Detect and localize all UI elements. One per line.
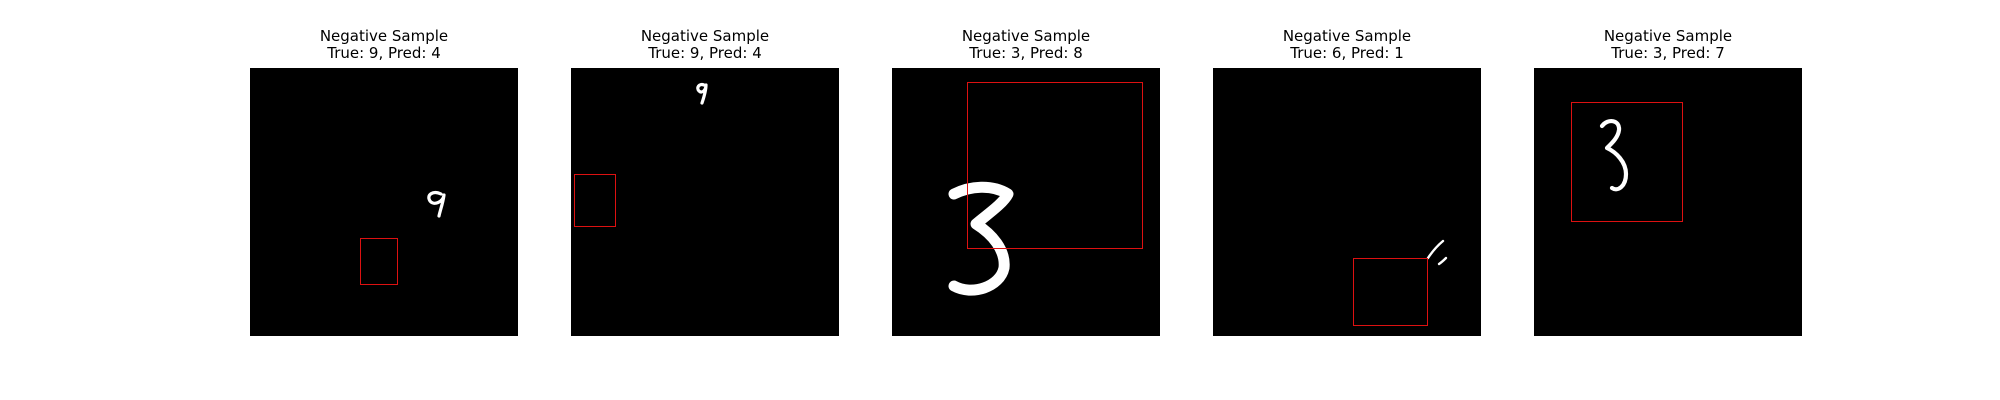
bounding-box bbox=[967, 82, 1143, 249]
panel-label: True: 3, Pred: 8 bbox=[969, 44, 1083, 62]
digit-3-drawing bbox=[948, 181, 1014, 296]
sample-image bbox=[250, 68, 518, 336]
sample-image bbox=[1213, 68, 1481, 336]
bounding-box bbox=[1571, 102, 1683, 222]
panel-heading: Negative Sample bbox=[1282, 27, 1412, 45]
panel-label: True: 9, Pred: 4 bbox=[648, 44, 762, 62]
digit-6-drawing bbox=[1426, 239, 1448, 266]
panel-heading: Negative Sample bbox=[961, 27, 1091, 45]
panel-title: Negative Sample True: 9, Pred: 4 bbox=[210, 28, 558, 62]
sample-image bbox=[571, 68, 839, 336]
sample-image bbox=[892, 68, 1160, 336]
sample-panel-3: Negative Sample True: 3, Pred: 8 bbox=[892, 0, 1160, 400]
bounding-box bbox=[360, 238, 398, 285]
panel-title: Negative Sample True: 3, Pred: 7 bbox=[1494, 28, 1842, 62]
sample-panel-2: Negative Sample True: 9, Pred: 4 bbox=[571, 0, 839, 400]
sample-panel-1: Negative Sample True: 9, Pred: 4 bbox=[250, 0, 518, 400]
panel-label: True: 3, Pred: 7 bbox=[1611, 44, 1725, 62]
sample-panel-4: Negative Sample True: 6, Pred: 1 bbox=[1213, 0, 1481, 400]
sample-image bbox=[1534, 68, 1802, 336]
panel-title: Negative Sample True: 6, Pred: 1 bbox=[1173, 28, 1521, 62]
digit-9-drawing bbox=[427, 190, 446, 218]
panel-title: Negative Sample True: 9, Pred: 4 bbox=[531, 28, 879, 62]
panel-label: True: 9, Pred: 4 bbox=[327, 44, 441, 62]
digit-9-drawing bbox=[696, 82, 708, 105]
panel-label: True: 6, Pred: 1 bbox=[1290, 44, 1404, 62]
digit-3-drawing bbox=[1599, 119, 1629, 192]
panel-heading: Negative Sample bbox=[640, 27, 770, 45]
panel-heading: Negative Sample bbox=[319, 27, 449, 45]
panel-title: Negative Sample True: 3, Pred: 8 bbox=[852, 28, 1200, 62]
panel-heading: Negative Sample bbox=[1603, 27, 1733, 45]
bounding-box bbox=[574, 174, 616, 227]
sample-panel-5: Negative Sample True: 3, Pred: 7 bbox=[1534, 0, 1802, 400]
bounding-box bbox=[1353, 258, 1428, 326]
